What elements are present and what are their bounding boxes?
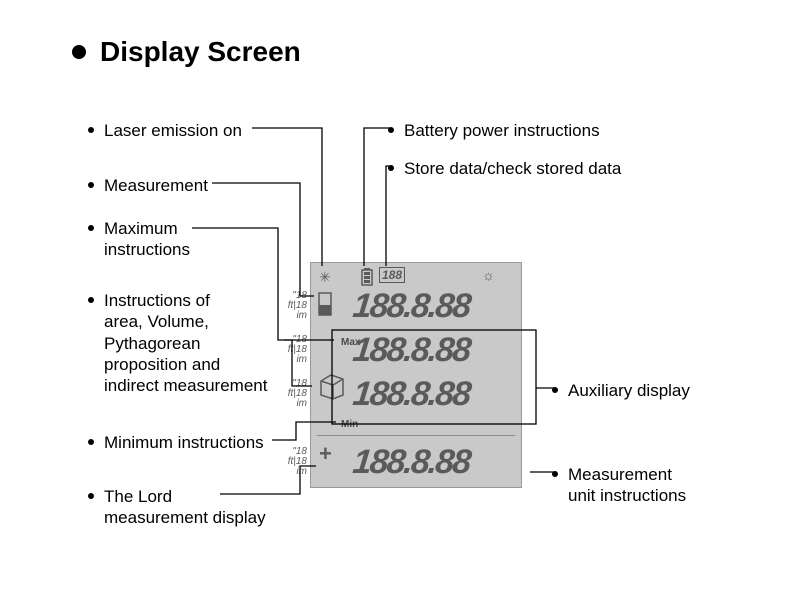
section-heading: Display Screen [72,36,301,68]
label-unit-instructions: Measurement unit instructions [568,464,686,507]
label-lord-display: The Lord measurement display [104,486,266,529]
mode-cube-icon [317,371,347,401]
unit-stack: "18 ft|18 im [285,447,307,477]
label-store-data: Store data/check stored data [404,158,621,179]
bullet-icon [72,45,86,59]
label-text: Maximum instructions [104,219,190,259]
lcd-screen: ✳ 188 ☼ 188.8.88 "18 ft|18 im Max 188.8.… [310,262,522,488]
label-text: Minimum instructions [104,433,264,452]
segment-digits: 188.8.88 [351,443,471,482]
label-text: Battery power instructions [404,121,600,140]
label-minimum: Minimum instructions [104,432,264,453]
label-text: Instructions of area, Volume, Pythagorea… [104,291,267,395]
segment-digits: 188.8.88 [351,375,471,414]
unit-stack: "18 ft|18 im [285,291,307,321]
label-text: Measurement [104,176,208,195]
label-text: Auxiliary display [568,381,690,400]
label-battery: Battery power instructions [404,120,600,141]
lcd-divider [317,435,515,436]
plus-icon: + [319,441,332,467]
label-text: Store data/check stored data [404,159,621,178]
label-maximum: Maximum instructions [104,218,190,261]
laser-icon: ✳ [319,269,331,286]
battery-icon [361,268,373,286]
label-text: Measurement unit instructions [568,465,686,505]
min-label: Min [341,419,358,430]
label-mode-instructions: Instructions of area, Volume, Pythagorea… [104,290,267,396]
label-measurement: Measurement [104,175,208,196]
unit-stack: "18 ft|18 im [285,379,307,409]
segment-digits: 188.8.88 [351,287,471,326]
label-text: The Lord measurement display [104,487,266,527]
section-title: Display Screen [100,36,301,68]
light-icon: ☼ [482,267,495,283]
label-text: Laser emission on [104,121,242,140]
unit-stack: "18 ft|18 im [285,335,307,365]
segment-digits: 188.8.88 [351,331,471,370]
label-auxiliary-display: Auxiliary display [568,380,690,401]
label-laser-emission: Laser emission on [104,120,242,141]
reference-icon [317,291,335,319]
storage-indicator: 188 [379,267,405,283]
